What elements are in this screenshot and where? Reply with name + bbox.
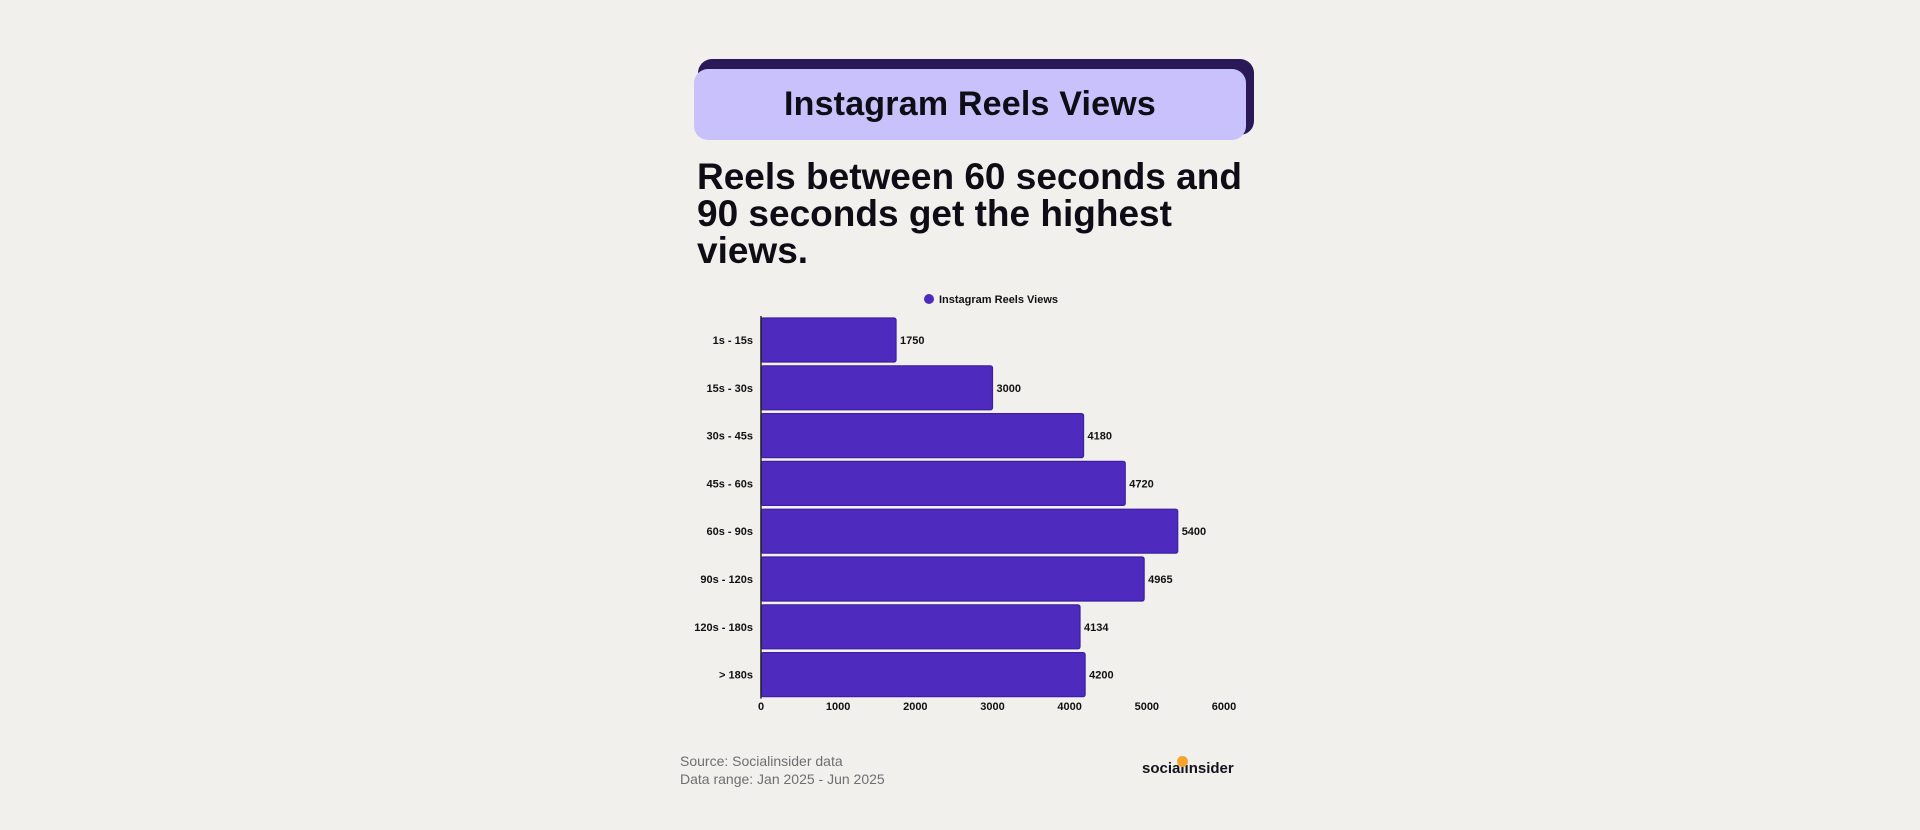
x-axis: 0 1000 2000 3000 4000 5000 6000 bbox=[758, 316, 1236, 713]
category-label: 1s - 15s bbox=[713, 335, 753, 347]
chart-bars: 1s - 15s 1750 15s - 30s 3000 30s - 45s 4180 45… bbox=[694, 317, 1206, 698]
x-tick-label: 2000 bbox=[903, 701, 927, 713]
data-range-text: Data range: Jan 2025 - Jun 2025 bbox=[680, 771, 885, 787]
bar-1 bbox=[760, 317, 897, 363]
category-label: > 180s bbox=[719, 670, 753, 682]
logo-dot-icon bbox=[1177, 756, 1188, 767]
category-label: 120s - 180s bbox=[694, 622, 753, 634]
data-label: 4965 bbox=[1148, 574, 1172, 586]
bar-6 bbox=[760, 556, 1145, 602]
category-label: 15s - 30s bbox=[707, 383, 753, 395]
headline: Reels between 60 seconds and 90 seconds … bbox=[697, 156, 1242, 271]
bar-2 bbox=[760, 365, 994, 411]
title-card: Instagram Reels Views bbox=[694, 69, 1246, 140]
x-tick-label: 5000 bbox=[1135, 701, 1159, 713]
bar-3 bbox=[760, 413, 1085, 459]
data-label: 1750 bbox=[900, 335, 924, 347]
data-label: 5400 bbox=[1182, 526, 1206, 538]
bar-5 bbox=[760, 508, 1179, 554]
source-text: Source: Socialinsider data bbox=[680, 753, 843, 769]
data-label: 4180 bbox=[1088, 431, 1112, 443]
x-tick-label: 1000 bbox=[826, 701, 850, 713]
data-label: 3000 bbox=[997, 383, 1021, 395]
socialinsider-logo: socialinsider bbox=[1142, 760, 1234, 777]
x-tick-label: 4000 bbox=[1057, 701, 1081, 713]
x-tick-label: 0 bbox=[758, 701, 764, 713]
bar-7 bbox=[760, 604, 1081, 650]
data-label: 4720 bbox=[1129, 478, 1153, 490]
category-label: 45s - 60s bbox=[707, 478, 753, 490]
legend-label: Instagram Reels Views bbox=[939, 294, 1058, 306]
title-banner: Instagram Reels Views bbox=[694, 59, 1254, 141]
chart-legend: Instagram Reels Views bbox=[924, 294, 1058, 306]
page-title: Instagram Reels Views bbox=[783, 85, 1157, 123]
category-label: 90s - 120s bbox=[700, 574, 753, 586]
category-label: 60s - 90s bbox=[707, 526, 753, 538]
legend-marker bbox=[924, 294, 934, 304]
data-label: 4134 bbox=[1084, 622, 1109, 634]
x-tick-label: 6000 bbox=[1212, 701, 1236, 713]
bar-4 bbox=[760, 460, 1126, 506]
source-note: Source: Socialinsider data Data range: J… bbox=[680, 752, 885, 788]
category-label: 30s - 45s bbox=[707, 431, 753, 443]
bar-8 bbox=[760, 651, 1086, 698]
x-tick-label: 3000 bbox=[980, 701, 1004, 713]
data-label: 4200 bbox=[1089, 670, 1113, 682]
